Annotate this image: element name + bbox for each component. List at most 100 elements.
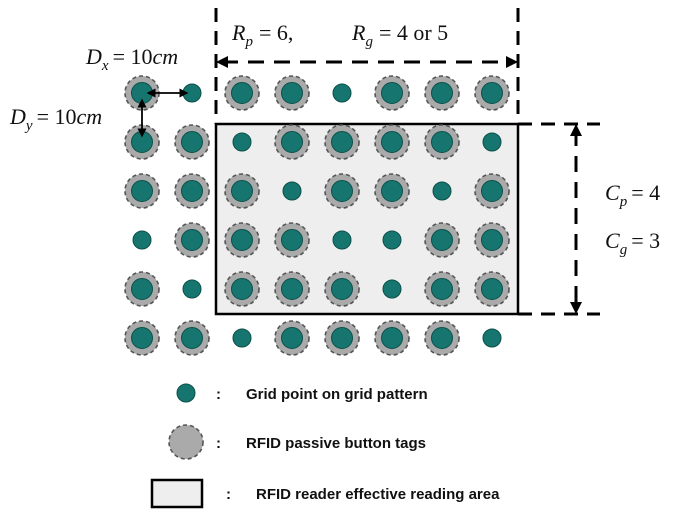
rp-label: Rp = 6, [231, 20, 293, 50]
grid-point [282, 181, 302, 201]
grid-point [482, 132, 502, 152]
rfid-tag-core [281, 278, 303, 300]
rfid-tag-core [381, 180, 403, 202]
rfid-tag-core [481, 82, 503, 104]
grid-point [182, 83, 202, 103]
reading-area [214, 122, 520, 316]
legend-tag-colon: : [216, 435, 221, 452]
rfid-tag [174, 173, 210, 209]
legend-area-colon: : [226, 486, 231, 503]
grid-point [482, 328, 502, 348]
rfid-tag-core [131, 82, 153, 104]
rfid-tag [274, 222, 310, 258]
rfid-tag-core [181, 327, 203, 349]
rfid-tag-core [431, 82, 453, 104]
rfid-tag [474, 75, 510, 111]
grid-point [232, 132, 252, 152]
rfid-tag-core [231, 180, 253, 202]
rfid-tag [274, 75, 310, 111]
legend-tag-text: RFID passive button tags [246, 435, 426, 452]
rfid-tag [374, 124, 410, 160]
grid-point [232, 328, 252, 348]
rfid-tag [224, 271, 260, 307]
rfid-tag [474, 222, 510, 258]
rfid-tag [174, 124, 210, 160]
rfid-tag-core [131, 327, 153, 349]
rfid-tag [374, 75, 410, 111]
legend-area-text: RFID reader effective reading area [256, 486, 500, 503]
grid-layer [124, 75, 510, 356]
rfid-tag-core [281, 327, 303, 349]
rfid-tag [424, 320, 460, 356]
rfid-tag-core [181, 229, 203, 251]
rfid-tag-core [231, 229, 253, 251]
rfid-tag [124, 173, 160, 209]
legend-area-icon [150, 478, 204, 509]
rfid-tag-core [131, 278, 153, 300]
rfid-tag-core [281, 131, 303, 153]
rfid-tag [224, 222, 260, 258]
legend: : Grid point on grid pattern : RFID pass… [150, 383, 500, 509]
rfid-tag-core [431, 229, 453, 251]
rfid-tag-core [181, 180, 203, 202]
rfid-tag [424, 75, 460, 111]
rfid-tag [324, 173, 360, 209]
rfid-tag-core [331, 180, 353, 202]
rfid-tag [374, 173, 410, 209]
rfid-tag-core [331, 327, 353, 349]
rfid-tag [224, 173, 260, 209]
grid-point [332, 230, 352, 250]
rfid-tag [274, 320, 310, 356]
rfid-tag-core [231, 82, 253, 104]
rfid-tag [174, 320, 210, 356]
rfid-tag [224, 75, 260, 111]
legend-grid-point-text: Grid point on grid pattern [246, 386, 428, 403]
grid-point [382, 279, 402, 299]
dy-label: Dy = 10cm [9, 104, 102, 134]
rfid-tag [324, 271, 360, 307]
rfid-tag-core [381, 327, 403, 349]
grid-point [382, 230, 402, 250]
rfid-tag-core [481, 180, 503, 202]
rfid-tag-core [231, 278, 253, 300]
legend-grid-point-icon [176, 383, 196, 403]
rfid-tag [324, 124, 360, 160]
grid-point [132, 230, 152, 250]
rfid-tag [124, 320, 160, 356]
rfid-tag-core [431, 327, 453, 349]
cg-label: Cg = 3 [605, 228, 660, 258]
legend-grid-point-colon: : [216, 386, 221, 403]
dx-label: Dx = 10cm [85, 44, 178, 74]
rfid-tag [424, 222, 460, 258]
rfid-tag [474, 271, 510, 307]
rfid-tag-core [281, 82, 303, 104]
grid-point [432, 181, 452, 201]
rfid-tag-core [381, 82, 403, 104]
rfid-tag-core [131, 180, 153, 202]
rfid-tag-core [331, 131, 353, 153]
rfid-tag [474, 173, 510, 209]
grid-point [182, 279, 202, 299]
rg-label: Rg = 4 or 5 [351, 20, 448, 50]
rfid-tag [124, 271, 160, 307]
rfid-tag-core [331, 278, 353, 300]
rfid-tag-core [381, 131, 403, 153]
rfid-tag [274, 271, 310, 307]
rfid-tag [374, 320, 410, 356]
rfid-tag-core [431, 131, 453, 153]
rfid-tag [324, 320, 360, 356]
legend-tag-icon [168, 424, 204, 460]
rfid-tag [424, 271, 460, 307]
rfid-tag [174, 222, 210, 258]
rfid-tag [424, 124, 460, 160]
rfid-tag-core [481, 229, 503, 251]
grid-point [332, 83, 352, 103]
cp-label: Cp = 4 [605, 180, 660, 210]
rfid-tag-core [481, 278, 503, 300]
rfid-tag [274, 124, 310, 160]
rfid-tag-core [181, 131, 203, 153]
rfid-tag-core [431, 278, 453, 300]
rfid-tag-core [281, 229, 303, 251]
rfid-tag-core [131, 131, 153, 153]
